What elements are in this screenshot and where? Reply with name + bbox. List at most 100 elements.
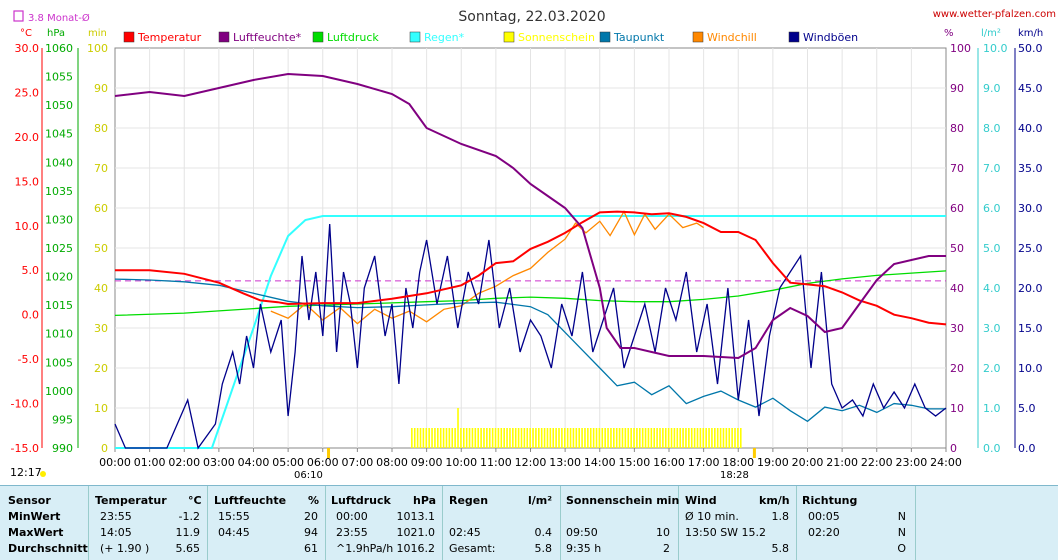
minutes-tick-label: 80 <box>94 122 108 135</box>
pressure-tick-label: 1040 <box>45 156 73 169</box>
temp-tick-label: 5.0 <box>22 264 40 277</box>
sunshine-bar <box>413 428 416 448</box>
x-tick-label: 15:00 <box>619 456 651 469</box>
sunshine-bar <box>483 428 485 448</box>
pressure-tick-label: 990 <box>52 442 73 455</box>
temp-tick-label: 25.0 <box>15 86 40 99</box>
legend-swatch <box>409 31 421 43</box>
minutes-tick-label: 20 <box>94 362 108 375</box>
sunshine-bar <box>647 428 650 448</box>
site-url: www.wetter-pfalzen.com <box>933 9 1056 20</box>
sunshine-bar <box>474 428 477 448</box>
legend: Temperatur Luftfeuchte* Luftdruck Regen* Son… <box>123 31 858 44</box>
summary-press-val: 1021.0 <box>396 526 436 539</box>
sunshine-bar <box>679 428 681 448</box>
x-tick-label: 12:00 <box>515 456 547 469</box>
sunshine-bar <box>451 428 454 448</box>
sunshine-bar <box>621 428 624 448</box>
monthly-avg-icon <box>13 10 24 22</box>
sunshine-bar <box>428 428 430 448</box>
rain-tick-label: 9.0 <box>983 82 1001 95</box>
x-tick-label: 03:00 <box>203 456 235 469</box>
summary-temp-val: 5.65 <box>175 542 201 555</box>
sunshine-bar <box>610 428 612 448</box>
summary-temp-time: (+ 1.90 ) <box>100 542 150 555</box>
sunshine-bar <box>535 428 537 448</box>
wind-tick-label: 50.0 <box>1018 42 1043 55</box>
sunshine-bar <box>454 428 456 448</box>
summary-sun-time: 09:50 <box>566 526 598 539</box>
sunshine-bar <box>656 428 658 448</box>
sunshine-bar <box>437 428 439 448</box>
temp-tick-label: -15.0 <box>11 442 39 455</box>
legend-label: Regen* <box>424 31 465 44</box>
x-tick-label: 11:00 <box>480 456 512 469</box>
monthly-avg-label: 3.8 Monat-Ø <box>28 12 90 24</box>
sunshine-bar <box>549 428 552 448</box>
sunshine-bar <box>719 428 722 448</box>
sunshine-bar <box>509 428 511 448</box>
sunshine-bar <box>601 428 604 448</box>
sunset-time: 18:28 <box>720 470 749 481</box>
sunshine-bar <box>673 428 676 448</box>
sunshine-bar <box>618 428 621 448</box>
percent-tick-label: 60 <box>950 202 964 215</box>
sunshine-bar <box>558 428 560 448</box>
sunshine-bar <box>682 428 684 448</box>
summary-wind-time: 13:50 SW 15.2 <box>685 526 767 539</box>
pressure-tick-label: 1020 <box>45 271 73 284</box>
sunshine-bar <box>520 428 523 448</box>
wind-tick-label: 25.0 <box>1018 242 1043 255</box>
summary-rain-time: 02:45 <box>449 526 481 539</box>
summary-label: Durchschnitt <box>8 542 88 555</box>
sunshine-bar <box>664 428 667 448</box>
summary-press-val: 1016.2 <box>396 542 436 555</box>
sunshine-bar <box>506 428 508 448</box>
minutes-tick-label: 40 <box>94 282 108 295</box>
minutes-tick-label: 70 <box>94 162 108 175</box>
sunshine-bar <box>514 428 517 448</box>
sunshine-bar <box>722 428 725 448</box>
percent-tick-label: 0 <box>950 442 957 455</box>
rain-tick-label: 7.0 <box>983 162 1001 175</box>
pressure-tick-label: 1025 <box>45 242 73 255</box>
sunshine-bar <box>739 428 742 448</box>
summary-temp-val: 11.9 <box>175 526 201 539</box>
wind-tick-label: 20.0 <box>1018 282 1043 295</box>
sunshine-bar <box>737 428 739 448</box>
pressure-tick-label: 1055 <box>45 71 73 84</box>
hdr-dir: Richtung <box>802 494 858 507</box>
rain-tick-label: 3.0 <box>983 322 1001 335</box>
percent-tick-label: 20 <box>950 362 964 375</box>
sunshine-bar <box>419 428 422 448</box>
series-line-luftfeuchte <box>114 72 946 360</box>
sunshine-bar <box>494 428 497 448</box>
temp-tick-label: 15.0 <box>15 175 40 188</box>
summary-temp-time: 23:55 <box>100 510 132 523</box>
x-tick-label: 09:00 <box>411 456 443 469</box>
summary-label: MinWert <box>8 510 61 523</box>
sunshine-bar <box>627 428 630 448</box>
percent-tick-label: 80 <box>950 122 964 135</box>
legend-swatch <box>788 31 800 43</box>
summary-hum-val: 94 <box>304 526 318 539</box>
summary-press-time: 23:55 <box>336 526 368 539</box>
sunshine-bar <box>529 428 531 448</box>
x-tick-label: 07:00 <box>342 456 374 469</box>
x-tick-label: 22:00 <box>861 456 893 469</box>
legend-swatch <box>123 31 135 43</box>
rain-tick-label: 10.0 <box>983 42 1008 55</box>
x-tick-label: 19:00 <box>757 456 789 469</box>
percent-tick-label: 90 <box>950 82 964 95</box>
sunshine-bar <box>650 428 653 448</box>
wind-tick-label: 15.0 <box>1018 322 1043 335</box>
sunshine-bar <box>696 428 699 448</box>
sunshine-bar <box>653 428 656 448</box>
hdr-temp-unit: °C <box>188 494 202 507</box>
x-tick-label: 24:00 <box>930 456 962 469</box>
hdr-hum: Luftfeuchte <box>214 494 287 507</box>
summary-wind-time: Ø 10 min. <box>685 510 739 523</box>
legend-swatch <box>599 31 611 43</box>
sunshine-bar <box>491 428 494 448</box>
moon-time: 12:17 <box>10 466 42 479</box>
